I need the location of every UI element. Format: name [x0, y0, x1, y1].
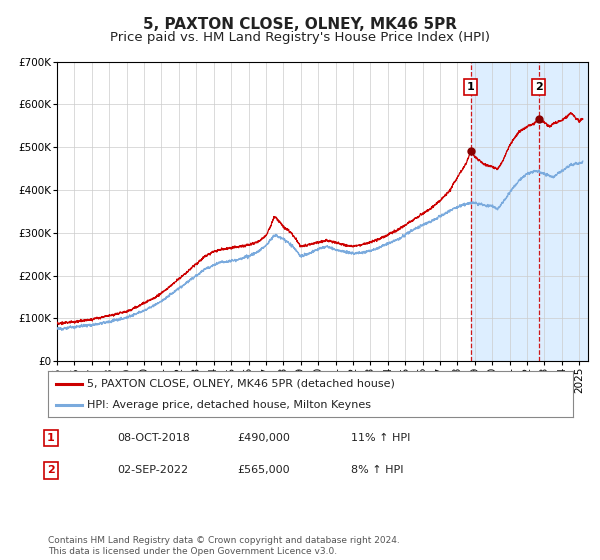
Text: Price paid vs. HM Land Registry's House Price Index (HPI): Price paid vs. HM Land Registry's House …	[110, 31, 490, 44]
Bar	[471, 62, 600, 361]
Text: £490,000: £490,000	[237, 433, 290, 443]
Text: 5, PAXTON CLOSE, OLNEY, MK46 5PR (detached house): 5, PAXTON CLOSE, OLNEY, MK46 5PR (detach…	[88, 379, 395, 389]
Text: 02-SEP-2022: 02-SEP-2022	[117, 465, 188, 475]
Text: 5, PAXTON CLOSE, OLNEY, MK46 5PR: 5, PAXTON CLOSE, OLNEY, MK46 5PR	[143, 17, 457, 32]
Text: 8% ↑ HPI: 8% ↑ HPI	[351, 465, 404, 475]
Text: Contains HM Land Registry data © Crown copyright and database right 2024.
This d: Contains HM Land Registry data © Crown c…	[48, 536, 400, 556]
Text: 1: 1	[467, 82, 475, 92]
Text: £565,000: £565,000	[237, 465, 290, 475]
Text: 08-OCT-2018: 08-OCT-2018	[117, 433, 190, 443]
Text: 2: 2	[47, 465, 55, 475]
Text: HPI: Average price, detached house, Milton Keynes: HPI: Average price, detached house, Milt…	[88, 400, 371, 410]
Text: 2: 2	[535, 82, 542, 92]
Text: 1: 1	[47, 433, 55, 443]
Text: 11% ↑ HPI: 11% ↑ HPI	[351, 433, 410, 443]
